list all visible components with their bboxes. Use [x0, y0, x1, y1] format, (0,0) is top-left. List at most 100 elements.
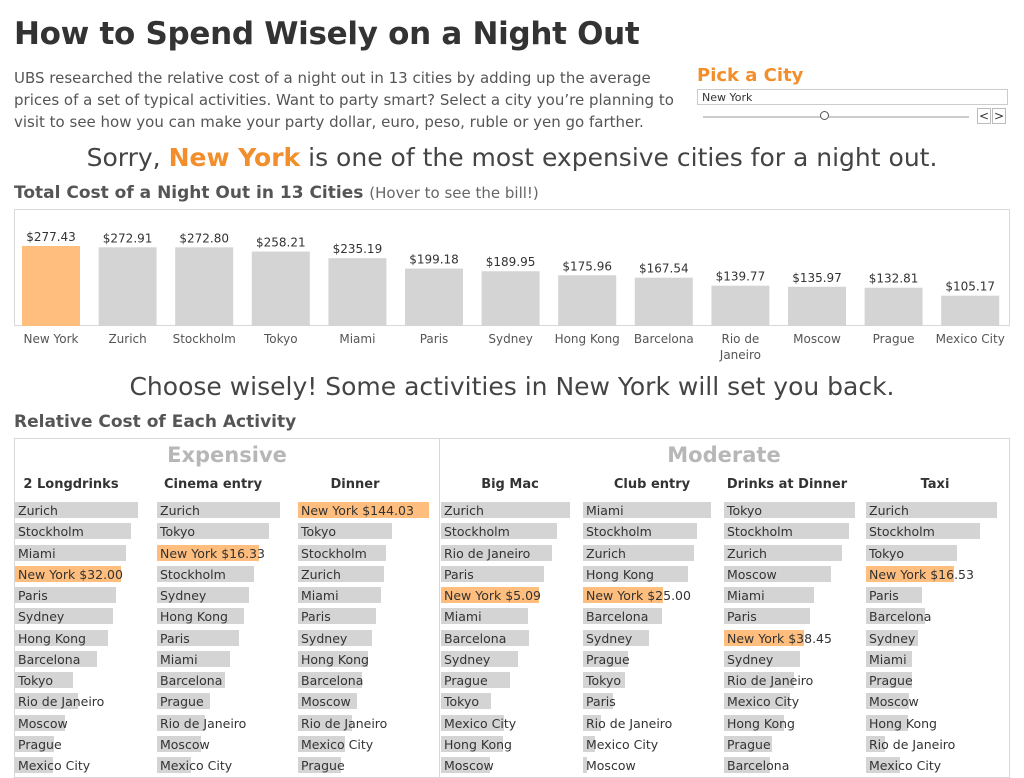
activity-bar[interactable] — [298, 502, 430, 518]
activity-bar[interactable] — [583, 587, 663, 603]
activity-row[interactable]: Sydney — [298, 628, 432, 649]
activity-row[interactable]: Prague — [441, 670, 573, 691]
activity-row[interactable]: Rio de Janeiro — [298, 713, 432, 734]
activity-row[interactable]: Rio de Janeiro — [157, 713, 283, 734]
activity-row[interactable]: Paris — [441, 564, 573, 585]
activity-bar[interactable] — [583, 502, 712, 518]
activity-bar[interactable] — [298, 629, 372, 646]
activity-row[interactable]: Hong Kong — [441, 734, 573, 755]
activity-bar[interactable] — [583, 650, 628, 667]
activity-row[interactable]: Miami — [441, 606, 573, 627]
activity-bar[interactable] — [298, 714, 352, 731]
activity-row[interactable]: New York $16.53 — [866, 564, 1000, 585]
total-bar-11[interactable] — [864, 287, 923, 326]
activity-bar[interactable] — [15, 544, 126, 561]
activity-bar[interactable] — [441, 629, 530, 646]
activity-row[interactable]: New York $16.33 — [157, 543, 283, 564]
total-bar-9[interactable] — [711, 285, 770, 326]
activity-row[interactable]: Miami — [15, 543, 141, 564]
activity-row[interactable]: Moscow — [15, 713, 141, 734]
activity-row[interactable]: New York $25.00 — [583, 585, 714, 606]
activity-row[interactable]: Paris — [866, 585, 1000, 606]
activity-row[interactable]: Paris — [583, 691, 714, 712]
activity-bar[interactable] — [866, 714, 908, 731]
activity-bar[interactable] — [583, 565, 688, 582]
activity-bar[interactable] — [583, 608, 662, 625]
prev-city-button[interactable]: < — [977, 108, 991, 124]
activity-row[interactable]: New York $38.45 — [724, 628, 858, 649]
activity-row[interactable]: Paris — [157, 628, 283, 649]
activity-bar[interactable] — [724, 650, 801, 667]
activity-row[interactable]: Zurich — [441, 500, 573, 521]
activity-row[interactable]: Rio de Janeiro — [866, 734, 1000, 755]
activity-row[interactable]: Zurich — [866, 500, 1000, 521]
activity-row[interactable]: Prague — [15, 734, 141, 755]
activity-bar[interactable] — [157, 565, 255, 582]
activity-row[interactable]: Prague — [724, 734, 858, 755]
activity-row[interactable]: Sydney — [866, 628, 1000, 649]
total-bar-2[interactable] — [175, 247, 234, 326]
activity-bar[interactable] — [441, 523, 558, 540]
activity-bar[interactable] — [157, 650, 231, 667]
activity-bar[interactable] — [157, 502, 281, 518]
activity-bar[interactable] — [724, 502, 856, 518]
activity-row[interactable]: Miami — [298, 585, 432, 606]
total-bar-12[interactable] — [941, 295, 1000, 326]
activity-bar[interactable] — [298, 587, 382, 603]
activity-row[interactable]: Mexico City — [441, 713, 573, 734]
activity-bar[interactable] — [157, 544, 260, 561]
activity-row[interactable]: New York $144.03 — [298, 500, 432, 521]
activity-row[interactable]: Moscow — [866, 691, 1000, 712]
activity-row[interactable]: Zurich — [157, 500, 283, 521]
activity-bar[interactable] — [157, 693, 210, 710]
activity-row[interactable]: Prague — [298, 755, 432, 776]
activity-row[interactable]: Moscow — [583, 755, 714, 776]
activity-row[interactable]: Sydney — [157, 585, 283, 606]
activity-bar[interactable] — [157, 714, 205, 731]
activity-bar[interactable] — [298, 650, 368, 667]
activity-bar[interactable] — [866, 693, 909, 710]
activity-bar[interactable] — [157, 523, 270, 540]
activity-row[interactable]: Prague — [866, 670, 1000, 691]
activity-bar[interactable] — [298, 544, 387, 561]
activity-row[interactable]: New York $5.09 — [441, 585, 573, 606]
activity-bar[interactable] — [15, 608, 114, 625]
activity-bar[interactable] — [724, 714, 785, 731]
activity-row[interactable]: Barcelona — [724, 755, 858, 776]
activity-row[interactable]: Tokyo — [157, 521, 283, 542]
activity-bar[interactable] — [15, 587, 116, 603]
activity-bar[interactable] — [441, 650, 518, 667]
activity-row[interactable]: Moscow — [157, 734, 283, 755]
activity-row[interactable]: Moscow — [298, 691, 432, 712]
activity-bar[interactable] — [866, 735, 885, 752]
activity-bar[interactable] — [583, 714, 602, 731]
activity-bar[interactable] — [583, 629, 649, 646]
activity-bar[interactable] — [866, 544, 958, 561]
activity-bar[interactable] — [724, 544, 842, 561]
activity-row[interactable]: Stockholm — [15, 521, 141, 542]
activity-bar[interactable] — [583, 693, 614, 710]
activity-row[interactable]: Tokyo — [583, 670, 714, 691]
activity-bar[interactable] — [866, 650, 912, 667]
activity-bar[interactable] — [441, 714, 505, 731]
activity-bar[interactable] — [583, 523, 697, 540]
activity-bar[interactable] — [15, 714, 66, 731]
activity-row[interactable]: Barcelona — [157, 670, 283, 691]
activity-row[interactable]: Mexico City — [298, 734, 432, 755]
activity-bar[interactable] — [866, 608, 925, 625]
total-bar-5[interactable] — [405, 268, 463, 326]
activity-bar[interactable] — [441, 544, 552, 561]
activity-row[interactable]: Stockholm — [441, 521, 573, 542]
activity-row[interactable]: Miami — [724, 585, 858, 606]
activity-bar[interactable] — [298, 523, 392, 540]
city-select[interactable]: New York — [697, 89, 1008, 105]
activity-bar[interactable] — [441, 757, 490, 773]
activity-row[interactable]: Barcelona — [866, 606, 1000, 627]
activity-row[interactable]: Hong Kong — [583, 564, 714, 585]
activity-bar[interactable] — [724, 757, 770, 773]
activity-row[interactable]: Mexico City — [866, 755, 1000, 776]
activity-row[interactable]: Barcelona — [15, 649, 141, 670]
activity-bar[interactable] — [724, 608, 810, 625]
activity-bar[interactable] — [298, 735, 345, 752]
activity-bar[interactable] — [441, 565, 544, 582]
